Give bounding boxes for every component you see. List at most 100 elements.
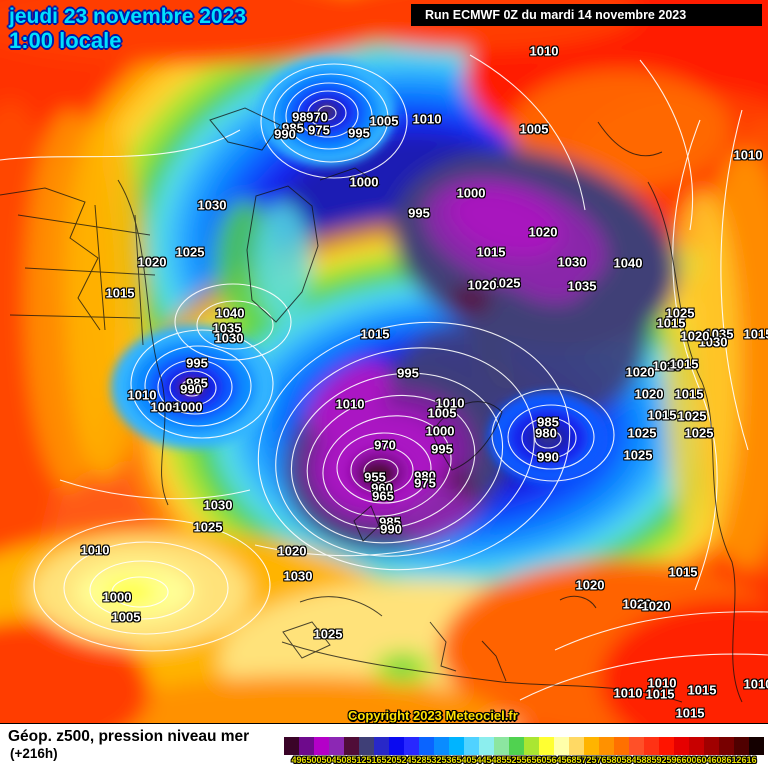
geopotential-field <box>0 0 768 723</box>
pressure-label: 990 <box>180 381 202 397</box>
pressure-label: 1030 <box>283 568 313 584</box>
pressure-label: 995 <box>397 365 419 381</box>
pressure-label: 1040 <box>215 305 245 321</box>
colorbar-swatch <box>344 737 359 755</box>
pressure-label: 1020 <box>467 277 497 293</box>
pressure-label: 960 <box>371 480 393 496</box>
pressure-label: 1015 <box>645 686 675 702</box>
pressure-label: 1020 <box>634 386 664 402</box>
pressure-label: 1020 <box>622 596 652 612</box>
pressure-label: 1010 <box>435 395 465 411</box>
colorbar-tick: 544 <box>471 755 487 765</box>
colorbar-tick: 512 <box>351 755 367 765</box>
pressure-label: 1020 <box>625 364 655 380</box>
pressure-label: 1005 <box>150 399 180 415</box>
pressure-label: 1015 <box>674 386 704 402</box>
map-canvas: 980 970 985 975 990 995 1005 1010 1010 1005 1000 99… <box>0 0 768 723</box>
pressure-label: 980 <box>292 109 314 125</box>
pressure-label: 990 <box>274 126 296 142</box>
pressure-label: 970 <box>306 109 328 125</box>
pressure-label: 965 <box>372 488 394 504</box>
pressure-label: 1000 <box>102 589 132 605</box>
pressure-label: 1015 <box>668 564 698 580</box>
colorbar-tick: 560 <box>531 755 547 765</box>
pressure-label: 1015 <box>105 285 135 301</box>
pressure-label: 1015 <box>647 407 677 423</box>
pressure-label: 1025 <box>623 447 653 463</box>
colorbar-tick: 500 <box>306 755 322 765</box>
colorbar-tick: 616 <box>741 755 757 765</box>
forecast-hour: (+216h) <box>10 746 58 761</box>
pressure-label: 1025 <box>665 305 695 321</box>
pressure-label: 1015 <box>675 705 705 721</box>
colorbar-tick: 540 <box>456 755 472 765</box>
colorbar-tick: 532 <box>426 755 442 765</box>
pressure-label: 980 <box>414 468 436 484</box>
pressure-label: 1015 <box>669 356 699 372</box>
colorbar-tick: 516 <box>366 755 382 765</box>
colorbar-swatch <box>389 737 404 755</box>
colorbar-swatch <box>434 737 449 755</box>
pressure-label: 1005 <box>427 405 457 421</box>
colorbar-swatch <box>524 737 539 755</box>
pressure-label: 1000 <box>349 174 379 190</box>
pressure-label: 1020 <box>680 328 710 344</box>
pressure-label: 1030 <box>214 330 244 346</box>
colorbar-swatch <box>494 737 509 755</box>
pressure-label: 1025 <box>175 244 205 260</box>
pressure-label: 1020 <box>652 358 682 374</box>
colorbar-tick: 524 <box>396 755 412 765</box>
colorbar-tick: 612 <box>726 755 742 765</box>
pressure-label: 970 <box>374 437 396 453</box>
pressure-label: 1005 <box>111 609 141 625</box>
chart-title: Géop. z500, pression niveau mer <box>8 728 250 745</box>
pressure-label: 990 <box>537 449 559 465</box>
pressure-label: 1015 <box>360 326 390 342</box>
pressure-label: 1010 <box>529 43 559 59</box>
z500-colorbar <box>284 737 764 755</box>
pressure-label: 1040 <box>613 255 643 271</box>
pressure-label: 1010 <box>613 685 643 701</box>
pressure-label: 1025 <box>491 275 521 291</box>
colorbar-swatch <box>659 737 674 755</box>
pressure-label: 1005 <box>519 121 549 137</box>
colorbar-swatch <box>749 737 764 755</box>
pressure-label: 975 <box>414 475 436 491</box>
pressure-label: 1010 <box>80 542 110 558</box>
pressure-label: 1030 <box>557 254 587 270</box>
pressure-label: 1035 <box>567 278 597 294</box>
colorbar-swatch <box>299 737 314 755</box>
valid-date-text: jeudi 23 novembre 2023 <box>9 5 246 28</box>
pressure-label: 1020 <box>575 577 605 593</box>
colorbar-tick: 548 <box>486 755 502 765</box>
pressure-label: 1015 <box>687 682 717 698</box>
colorbar-swatch <box>509 737 524 755</box>
colorbar-tick: 584 <box>621 755 637 765</box>
pressure-label: 1030 <box>203 497 233 513</box>
pressure-label: 1020 <box>641 598 671 614</box>
isobar-contours <box>0 54 768 701</box>
pressure-label: 1015 <box>743 326 768 342</box>
colorbar-swatch <box>734 737 749 755</box>
colorbar-tick: 604 <box>696 755 712 765</box>
colorbar-tick: 496 <box>291 755 307 765</box>
pressure-label: 985 <box>186 375 208 391</box>
pressure-label: 1000 <box>456 185 486 201</box>
pressure-label: 1035 <box>704 326 734 342</box>
colorbar-tick: 528 <box>411 755 427 765</box>
colorbar-tick: 592 <box>651 755 667 765</box>
pressure-label: 990 <box>380 521 402 537</box>
colorbar-swatch <box>479 737 494 755</box>
z500-colorbar-ticks: 496 500 504 508 512 516 520 524 528 532 536 540 544 5… <box>284 756 764 767</box>
pressure-label: 1025 <box>313 626 343 642</box>
colorbar-tick: 608 <box>711 755 727 765</box>
colorbar-tick: 508 <box>336 755 352 765</box>
pressure-label: 995 <box>431 441 453 457</box>
colorbar-swatch <box>419 737 434 755</box>
colorbar-swatch <box>359 737 374 755</box>
pressure-label: 1010 <box>743 676 768 692</box>
pressure-label: 1010 <box>335 396 365 412</box>
pressure-label: 985 <box>282 120 304 136</box>
pressure-label: 1025 <box>677 408 707 424</box>
